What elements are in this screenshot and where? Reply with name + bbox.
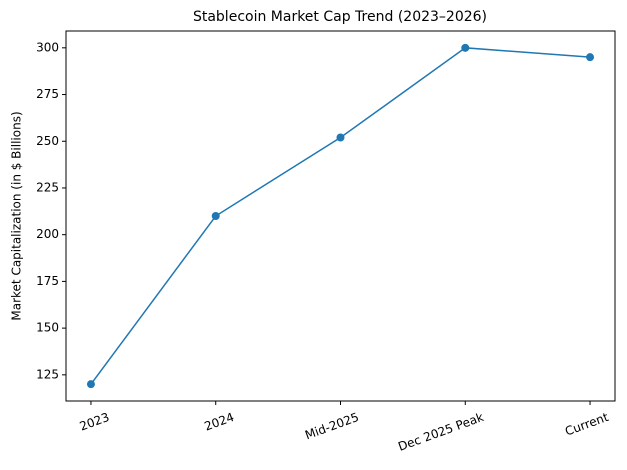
y-tick-label: 175 (36, 274, 59, 288)
point (336, 133, 345, 142)
y-axis-label: Market Capitalization (in $ Billions) (10, 111, 24, 320)
y-tick-label: 225 (36, 180, 59, 194)
point (211, 212, 220, 220)
x-tick-label: 2023 (78, 410, 111, 434)
chart-title: Stablecoin Market Cap Trend (2023–2026) (193, 9, 487, 25)
y-tick-label: 125 (36, 367, 59, 381)
point (461, 43, 470, 52)
x-tick-label: Dec 2025 Peak (396, 410, 485, 454)
y-tick-label: 150 (36, 321, 59, 335)
y-tick-label: 300 (36, 40, 59, 54)
point (586, 53, 595, 62)
y-tick-label: 275 (36, 87, 59, 101)
plot-frame (65, 30, 616, 402)
x-tick-label: Current (563, 410, 610, 439)
point (86, 380, 95, 389)
y-tick-label: 200 (36, 227, 59, 241)
line (90, 47, 591, 385)
y-tick-label: 250 (36, 134, 59, 148)
x-tick-label: Mid-2025 (303, 410, 361, 442)
x-tick-label: 2024 (202, 410, 235, 434)
